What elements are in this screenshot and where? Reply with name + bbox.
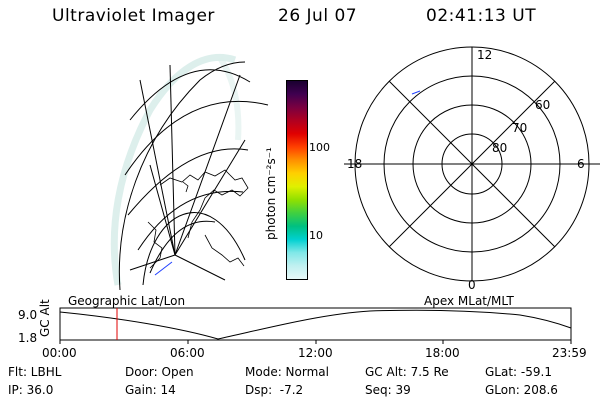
y-min-label: 1.8	[18, 331, 38, 345]
lat-arc-1	[129, 69, 251, 121]
glon-readout: GLon: 208.6	[485, 383, 558, 397]
apex-label: Apex MLat/MLT	[424, 294, 514, 308]
limb-glow	[110, 53, 237, 286]
x-tick-label-0600: 06:00	[170, 346, 205, 360]
seq-readout: Seq: 39	[365, 383, 411, 397]
altitude-curve	[59, 309, 572, 340]
mlt-label-6: 6	[577, 157, 585, 171]
gc-alt-readout: GC Alt: 7.5 Re	[365, 365, 449, 379]
filter-readout: Flt: LBHL	[8, 365, 62, 379]
colorbar-tick-10: 10	[309, 229, 323, 242]
lon-line-2	[169, 64, 176, 256]
lon-line-4	[174, 139, 246, 256]
x-tick-label-1800: 18:00	[425, 346, 460, 360]
coastline-b	[147, 221, 163, 269]
x-tick-label-0000: 00:00	[42, 346, 77, 360]
geographic-label: Geographic Lat/Lon	[68, 294, 186, 308]
lat-arc-3	[127, 148, 249, 216]
lon-line-1	[139, 79, 176, 256]
blue-track	[154, 261, 173, 276]
blue-track-polar	[411, 90, 421, 95]
date-label: 26 Jul 07	[278, 6, 358, 26]
lat-arc-2	[124, 100, 269, 176]
y-max-label: 9.0	[18, 308, 38, 322]
coastline-a	[159, 169, 249, 239]
limb-glow-outer	[217, 56, 242, 141]
coastline-c	[204, 234, 245, 267]
instrument-title: Ultraviolet Imager	[52, 6, 215, 26]
dsp-readout: Dsp: -7.2	[245, 383, 304, 397]
mlt-label-12: 12	[477, 48, 493, 62]
mlt-label-18: 18	[347, 157, 363, 171]
lon-line-5	[129, 254, 176, 271]
coastline-d	[182, 181, 189, 193]
glat-readout: GLat: -59.1	[485, 365, 552, 379]
x-tick-label-1200: 12:00	[298, 346, 333, 360]
colorbar-tick-100: 100	[309, 141, 330, 154]
lat-label-60: 60	[535, 98, 551, 112]
x-tick-label-2359: 23:59	[552, 346, 587, 360]
lon-line-7	[149, 164, 176, 256]
ip-readout: IP: 36.0	[8, 383, 54, 397]
colorbar	[286, 80, 308, 280]
lon-line-6	[174, 254, 226, 281]
lat-label-80: 80	[492, 141, 508, 155]
mode-readout: Mode: Normal	[245, 365, 329, 379]
door-readout: Door: Open	[125, 365, 194, 379]
lon-line-3	[174, 74, 241, 256]
gain-readout: Gain: 14	[125, 383, 176, 397]
time-label: 02:41:13 UT	[426, 6, 537, 26]
inner-rim	[142, 212, 246, 286]
outer-limb	[118, 61, 246, 291]
lat-label-70: 70	[512, 121, 528, 135]
polar-diagonal-2	[388, 80, 556, 248]
mlt-label-0: 0	[468, 278, 476, 292]
